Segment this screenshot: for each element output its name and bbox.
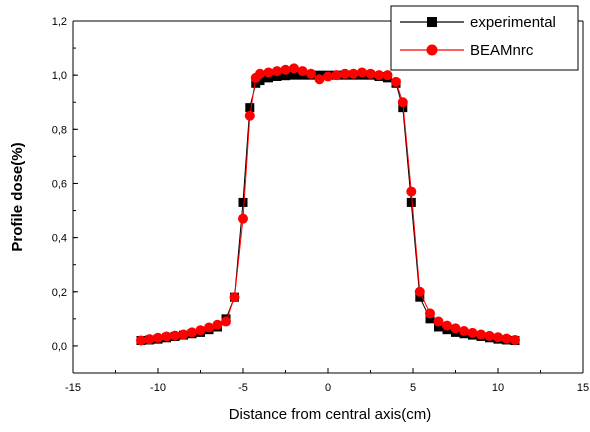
data-point-beamnrc bbox=[323, 71, 333, 82]
data-point-beamnrc bbox=[501, 333, 512, 344]
data-point-beamnrc bbox=[397, 97, 408, 108]
data-point-beamnrc bbox=[187, 327, 197, 338]
data-point-beamnrc bbox=[510, 334, 520, 345]
data-point-beamnrc bbox=[238, 213, 248, 224]
data-point-beamnrc bbox=[272, 66, 282, 77]
series-layer bbox=[136, 63, 520, 346]
x-tick-label: 5 bbox=[410, 382, 416, 394]
data-point-beamnrc bbox=[450, 323, 461, 334]
legend-label-experimental: experimental bbox=[470, 14, 556, 31]
y-tick-label: 1,2 bbox=[52, 16, 67, 28]
legend-marker-beamnrc bbox=[426, 44, 438, 56]
data-point-experimental bbox=[245, 103, 255, 113]
data-point-beamnrc bbox=[289, 63, 299, 74]
x-tick-label: -15 bbox=[65, 382, 81, 394]
data-point-experimental bbox=[398, 103, 408, 113]
data-point-beamnrc bbox=[406, 186, 417, 197]
x-axis-label: Distance from central axis(cm) bbox=[229, 406, 432, 423]
data-point-beamnrc bbox=[467, 327, 478, 338]
data-point-beamnrc bbox=[297, 66, 308, 77]
x-ticks: -15 -10 -5 0 5 10 15 bbox=[65, 368, 589, 394]
data-point-beamnrc bbox=[425, 308, 435, 319]
data-point-beamnrc bbox=[229, 292, 240, 303]
data-point-beamnrc bbox=[433, 316, 444, 327]
data-point-beamnrc bbox=[357, 67, 367, 78]
x-tick-label: 10 bbox=[492, 382, 504, 394]
data-point-experimental bbox=[255, 76, 265, 86]
y-tick-label: 0,8 bbox=[52, 124, 67, 136]
x-tick-label: 15 bbox=[577, 382, 589, 394]
data-point-experimental bbox=[406, 197, 416, 207]
data-point-beamnrc bbox=[255, 68, 265, 79]
data-point-beamnrc bbox=[280, 64, 291, 75]
legend-label-beamnrc: BEAMnrc bbox=[470, 42, 534, 59]
data-point-beamnrc bbox=[153, 332, 163, 343]
data-point-experimental bbox=[434, 322, 443, 332]
data-point-beamnrc bbox=[314, 74, 325, 85]
x-tick-label: -5 bbox=[238, 382, 248, 394]
data-point-experimental bbox=[425, 314, 435, 324]
data-point-beamnrc bbox=[263, 67, 274, 78]
y-tick-label: 1,0 bbox=[52, 70, 67, 82]
y-tick-label: 0,2 bbox=[52, 287, 67, 299]
y-tick-label: 0,0 bbox=[52, 341, 67, 353]
data-point-beamnrc bbox=[382, 70, 393, 81]
data-point-beamnrc bbox=[178, 329, 189, 340]
data-point-experimental bbox=[415, 292, 425, 302]
data-point-experimental bbox=[281, 71, 290, 81]
data-point-beamnrc bbox=[391, 76, 401, 87]
legend-box bbox=[390, 5, 579, 71]
legend: experimental BEAMnrc bbox=[390, 5, 579, 71]
series-line-beamnrc bbox=[140, 67, 516, 341]
series-line-experimental bbox=[140, 74, 516, 341]
data-point-beamnrc bbox=[204, 322, 214, 333]
data-point-beamnrc bbox=[306, 68, 316, 79]
y-axis-label: Profile dose(%) bbox=[9, 142, 26, 251]
y-ticks: 0,0 0,2 0,4 0,6 0,8 1,0 1,2 bbox=[52, 16, 78, 374]
x-tick-label: 0 bbox=[325, 382, 331, 394]
data-point-experimental bbox=[238, 197, 248, 207]
data-point-beamnrc bbox=[161, 331, 172, 342]
data-point-beamnrc bbox=[244, 110, 255, 121]
data-point-experimental bbox=[272, 72, 282, 82]
y-tick-label: 0,6 bbox=[52, 178, 67, 190]
data-point-beamnrc bbox=[374, 70, 384, 81]
data-point-beamnrc bbox=[136, 335, 146, 346]
data-point-beamnrc bbox=[331, 70, 342, 81]
data-point-experimental bbox=[264, 73, 273, 83]
data-point-beamnrc bbox=[195, 325, 206, 336]
x-tick-label: -10 bbox=[150, 382, 166, 394]
y-tick-label: 0,4 bbox=[52, 233, 67, 245]
data-point-beamnrc bbox=[459, 326, 469, 337]
data-point-beamnrc bbox=[493, 332, 503, 343]
data-point-experimental bbox=[289, 70, 299, 80]
data-point-beamnrc bbox=[442, 320, 452, 331]
data-point-beamnrc bbox=[484, 330, 495, 341]
data-point-beamnrc bbox=[144, 334, 155, 345]
data-point-beamnrc bbox=[414, 286, 425, 297]
data-point-beamnrc bbox=[212, 319, 223, 330]
data-point-beamnrc bbox=[170, 330, 180, 341]
data-point-beamnrc bbox=[340, 68, 350, 79]
data-point-beamnrc bbox=[221, 316, 231, 327]
data-point-beamnrc bbox=[476, 329, 486, 340]
legend-marker-experimental bbox=[427, 17, 437, 27]
data-point-beamnrc bbox=[365, 68, 376, 79]
data-point-beamnrc bbox=[348, 68, 359, 79]
